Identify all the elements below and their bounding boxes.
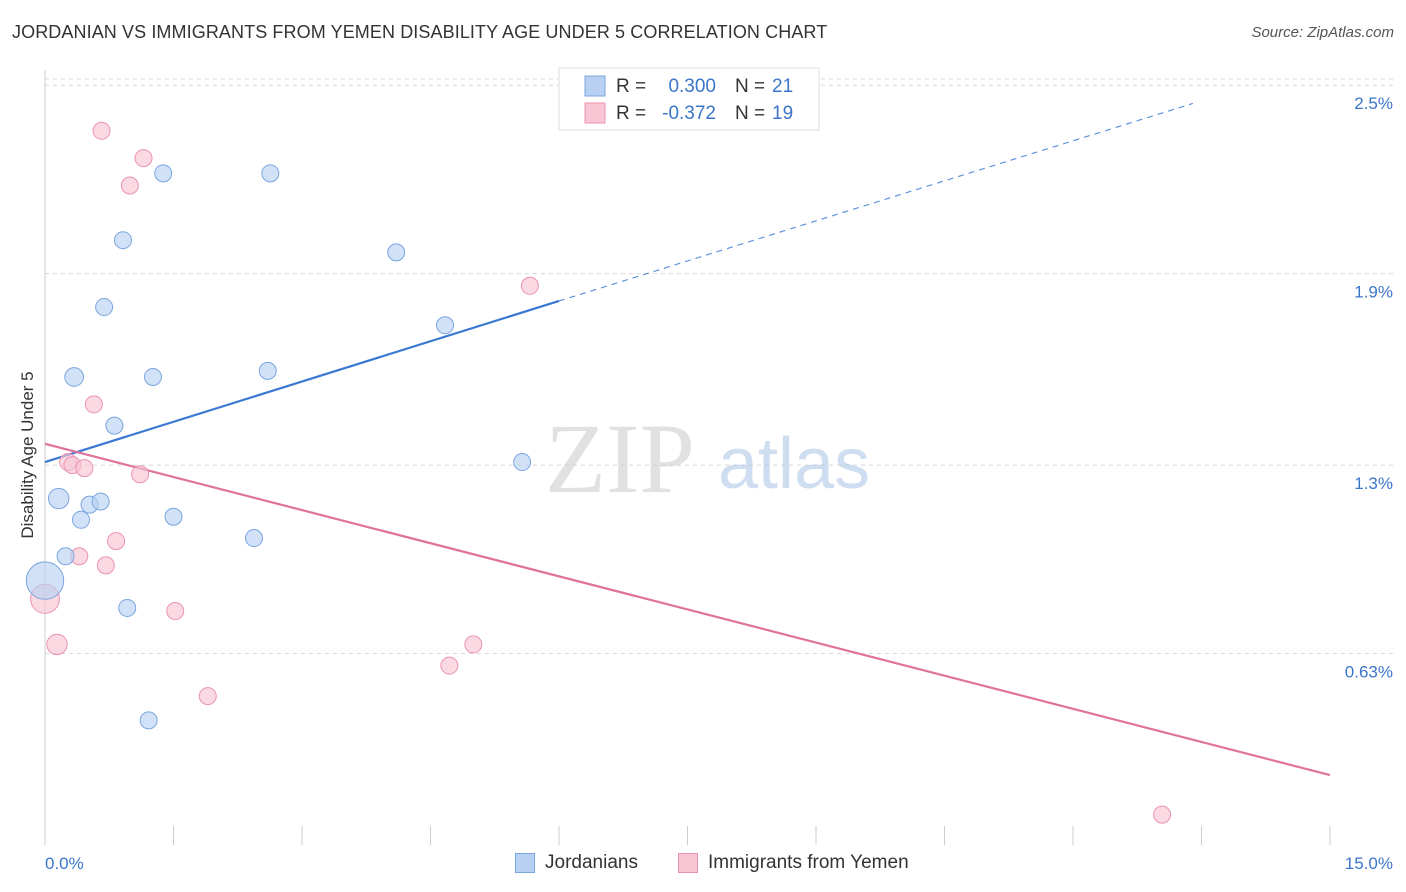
chart-title: JORDANIAN VS IMMIGRANTS FROM YEMEN DISAB…: [12, 22, 828, 42]
point-jordanian: [139, 711, 158, 730]
point-yemen: [96, 556, 115, 575]
point-jordanian: [64, 367, 84, 387]
point-jordanian: [258, 361, 277, 380]
trend-lines: [44, 102, 1331, 777]
point-jordanian: [71, 510, 90, 529]
point-yemen: [107, 532, 126, 551]
point-jordanian: [118, 598, 137, 617]
legend-n-label-jordanians: N =: [735, 76, 765, 97]
data-points: [25, 121, 1172, 824]
point-yemen: [166, 601, 185, 620]
point-jordanian: [245, 529, 264, 548]
series-legend: Jordanians Immigrants from Yemen: [0, 852, 1406, 878]
y-tick-label: 2.5%: [1354, 94, 1393, 113]
point-jordanian: [95, 298, 114, 317]
point-jordanian: [91, 492, 110, 511]
point-jordanian: [387, 243, 406, 262]
point-yemen: [92, 121, 111, 140]
legend-n-label-yemen: N =: [735, 103, 765, 124]
point-jordanian: [261, 164, 280, 183]
legend-label-jordanians: Jordanians: [545, 852, 638, 873]
legend-r-label-jordanians: R =: [616, 76, 646, 97]
legend-swatch-pink: [678, 853, 698, 873]
legend-r-value-jordanians: 0.300: [668, 76, 716, 97]
legend-n-value-jordanians: 21: [772, 76, 793, 97]
point-yemen: [520, 276, 539, 295]
watermark-zip: ZIP: [545, 403, 695, 514]
legend-item-yemen[interactable]: Immigrants from Yemen: [678, 852, 909, 874]
point-yemen: [75, 459, 94, 478]
y-axis-label: Disability Age Under 5: [18, 371, 37, 538]
point-jordanian: [436, 316, 455, 335]
source-credit: Source: ZipAtlas.com: [1251, 24, 1394, 41]
trend-line-jordanians-extension: [558, 102, 1194, 302]
point-yemen: [120, 176, 139, 195]
point-yemen: [198, 687, 217, 706]
trend-line-jordanians: [44, 299, 560, 464]
legend-swatch-blue: [515, 853, 535, 873]
point-jordanian: [105, 416, 124, 435]
point-yemen: [440, 656, 459, 675]
y-tick-label: 1.9%: [1354, 283, 1393, 302]
point-jordanian: [56, 547, 75, 566]
point-jordanian: [513, 453, 532, 472]
axes: [44, 70, 1331, 845]
point-jordanian: [48, 487, 70, 510]
legend-label-yemen: Immigrants from Yemen: [708, 852, 909, 873]
trend-line-yemen: [44, 442, 1331, 777]
point-yemen: [131, 465, 150, 484]
point-jordanian: [143, 367, 162, 386]
gridlines: [45, 78, 1393, 655]
point-jordanian: [113, 231, 132, 250]
y-tick-labels: 0.63% 1.3% 1.9% 2.5%: [1345, 94, 1393, 681]
legend-n-value-yemen: 19: [772, 103, 793, 124]
x-tick-labels: 0.0% 15.0%: [45, 854, 1393, 873]
x-tick-label-min: 0.0%: [45, 854, 84, 873]
point-jordanian: [154, 164, 173, 183]
zipatlas-watermark: ZIP atlas: [545, 403, 870, 514]
point-jordanian: [164, 507, 183, 526]
point-yemen: [464, 635, 483, 654]
point-yemen: [1153, 805, 1172, 824]
legend-item-jordanians[interactable]: Jordanians: [515, 852, 638, 874]
y-tick-label: 0.63%: [1345, 663, 1393, 682]
point-yemen: [46, 633, 68, 656]
legend-r-value-yemen: -0.372: [662, 103, 716, 124]
legend-swatch-jordanians: [584, 75, 606, 97]
x-tick-label-max: 15.0%: [1345, 854, 1393, 873]
point-jordanian: [25, 561, 65, 600]
point-yemen: [84, 395, 103, 414]
y-tick-label: 1.3%: [1354, 474, 1393, 493]
legend-r-label-yemen: R =: [616, 103, 646, 124]
legend-swatch-yemen: [584, 102, 606, 124]
point-yemen: [134, 149, 153, 168]
stats-legend: R = 0.300 N = 21 R = -0.372 N = 19: [558, 67, 820, 131]
watermark-atlas: atlas: [718, 424, 870, 504]
